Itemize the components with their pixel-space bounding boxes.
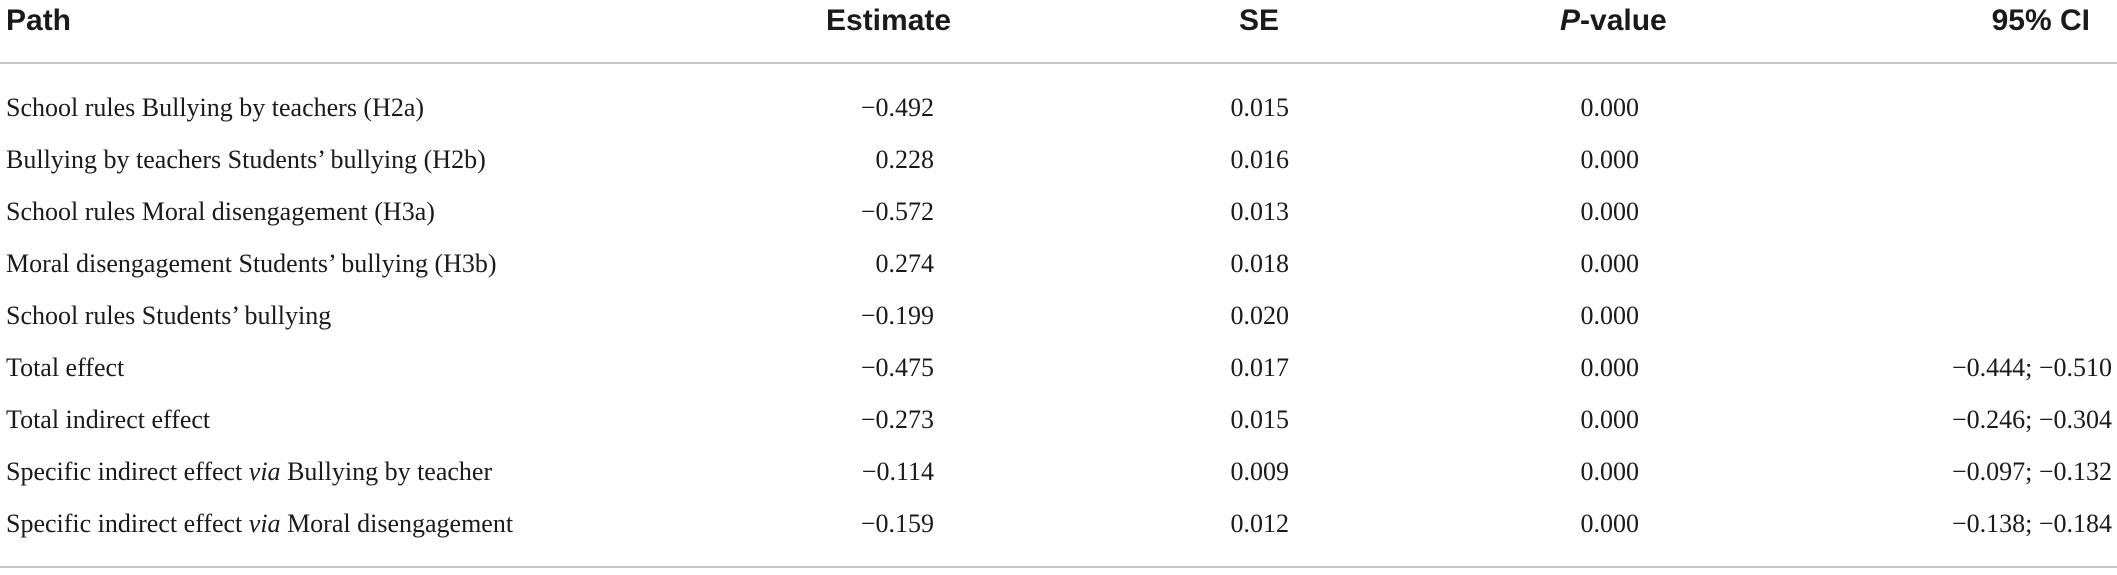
cell-ci: −0.246; −0.304 (1951, 405, 2112, 434)
cell-estimate: 0.274 (875, 249, 935, 278)
table-row: Moral disengagement Students’ bullying (… (0, 238, 2117, 290)
cell-estimate: −0.572 (860, 197, 934, 226)
table-row: Total indirect effect −0.273 0.015 0.000… (0, 394, 2117, 446)
table-header: Path Estimate SE P-value 95% CI (0, 0, 2117, 62)
cell-ci: −0.138; −0.184 (1951, 509, 2112, 538)
cell-se: 0.017 (1230, 353, 1290, 382)
cell-estimate: 0.228 (875, 145, 935, 174)
cell-path: Total indirect effect (6, 405, 211, 434)
cell-path: Total effect (6, 353, 125, 382)
cell-p-value: 0.000 (1580, 197, 1640, 226)
cell-p-value: 0.000 (1580, 301, 1640, 330)
cell-se: 0.016 (1230, 145, 1290, 174)
cell-estimate: −0.199 (860, 301, 934, 330)
cell-estimate: −0.159 (860, 509, 934, 538)
cell-p-value: 0.000 (1580, 457, 1640, 486)
cell-estimate: −0.475 (860, 353, 934, 382)
table-row: Specific indirect effect via Moral disen… (0, 498, 2117, 550)
cell-se: 0.009 (1230, 457, 1290, 486)
cell-se: 0.013 (1230, 197, 1290, 226)
table-row: School rules Students’ bullying −0.199 0… (0, 290, 2117, 342)
header-p-value: P-value (1560, 0, 1667, 42)
header-p-italic: P (1560, 4, 1581, 37)
cell-path: School rules Students’ bullying (6, 301, 332, 330)
cell-path: Moral disengagement Students’ bullying (… (6, 249, 497, 278)
cell-estimate: −0.273 (860, 405, 934, 434)
header-ci: 95% CI (1991, 4, 2090, 37)
header-path: Path (6, 4, 72, 37)
table-row: Total effect −0.475 0.017 0.000 −0.444; … (0, 342, 2117, 394)
table-row: School rules Bullying by teachers (H2a) … (0, 82, 2117, 134)
table-row: Bullying by teachers Students’ bullying … (0, 134, 2117, 186)
cell-se: 0.012 (1230, 509, 1290, 538)
cell-p-value: 0.000 (1580, 93, 1640, 122)
cell-p-value: 0.000 (1580, 249, 1640, 278)
footer-rule (0, 566, 2117, 568)
header-estimate: Estimate (826, 4, 952, 37)
cell-path: Specific indirect effect via Moral disen… (6, 498, 513, 550)
path-text-pre: Specific indirect effect (6, 457, 249, 486)
cell-se: 0.015 (1230, 93, 1290, 122)
path-text-post: Moral disengagement (280, 509, 514, 538)
path-text-via: via (248, 457, 281, 486)
table-row: School rules Moral disengagement (H3a) −… (0, 186, 2117, 238)
cell-path: School rules Moral disengagement (H3a) (6, 197, 435, 226)
header-se: SE (1239, 4, 1280, 37)
header-p-suffix: -value (1580, 4, 1667, 37)
path-text-post: Bullying by teacher (280, 457, 493, 486)
path-text-pre: Specific indirect effect (6, 509, 249, 538)
path-text-via: via (248, 509, 281, 538)
cell-se: 0.015 (1230, 405, 1290, 434)
table-row: Specific indirect effect via Bullying by… (0, 446, 2117, 498)
cell-se: 0.018 (1230, 249, 1290, 278)
cell-p-value: 0.000 (1580, 405, 1640, 434)
cell-path: Bullying by teachers Students’ bullying … (6, 145, 486, 174)
cell-p-value: 0.000 (1580, 353, 1640, 382)
cell-estimate: −0.492 (860, 93, 934, 122)
cell-p-value: 0.000 (1580, 145, 1640, 174)
header-rule (0, 62, 2117, 64)
cell-p-value: 0.000 (1580, 509, 1640, 538)
cell-path: Specific indirect effect via Bullying by… (6, 446, 492, 498)
cell-estimate: −0.114 (861, 457, 934, 486)
cell-path: School rules Bullying by teachers (H2a) (6, 93, 425, 122)
cell-ci: −0.444; −0.510 (1951, 353, 2112, 382)
cell-ci: −0.097; −0.132 (1951, 457, 2112, 486)
cell-se: 0.020 (1230, 301, 1290, 330)
